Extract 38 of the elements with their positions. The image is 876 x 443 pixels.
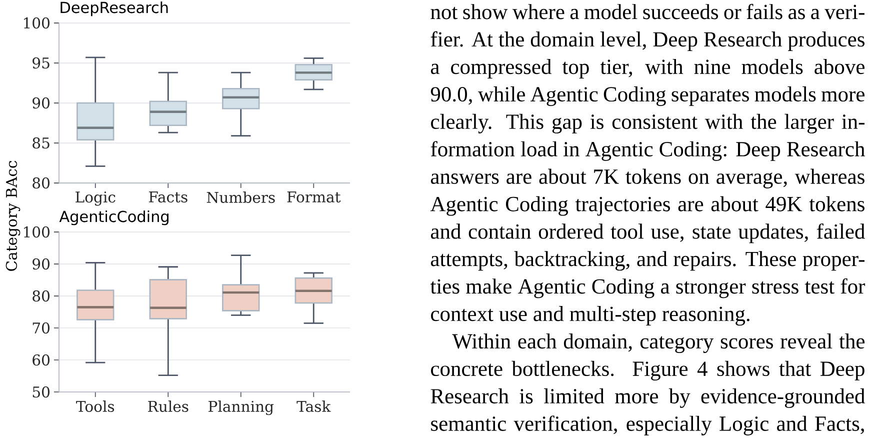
y-tick-label: 100	[24, 17, 50, 29]
text: a compressed top tier, with nine models above	[430, 58, 864, 78]
x-tick-label: Logic	[76, 192, 116, 206]
text: 90.0, while Agentic Coding separates models more	[430, 86, 864, 106]
text: context use and multi-step reasoning.	[431, 306, 750, 326]
chart-title: DeepResearch	[60, 1, 168, 16]
text: formation load in Agentic Coding: Deep Research	[430, 141, 865, 161]
y-tick-label: 60	[32, 354, 50, 366]
y-axis-title: Category BAcc	[6, 160, 20, 271]
y-tick-label: 50	[32, 386, 50, 398]
text: Agentic Coding trajectories are about 49K tokens	[430, 196, 864, 216]
text: attempts, backtracking, and repairs. These proper-	[430, 251, 864, 271]
text: clearly. This gap is consistent with the larger in-	[431, 114, 864, 134]
y-tick-label: 90	[32, 258, 50, 270]
y-tick-label: 80	[32, 290, 50, 302]
x-tick-label: Tools	[76, 400, 114, 412]
text: fier. At the domain level, Deep Research produces	[430, 31, 864, 52]
x-tick-label: Rules	[148, 400, 188, 412]
x-tick-label: Format	[287, 192, 341, 203]
x-tick-label: Facts	[148, 192, 188, 203]
text: Research is limited more by evidence-grounded	[430, 388, 865, 408]
text: concrete bottlenecks. Figure 4 shows that Deep	[431, 360, 864, 380]
chart-title: AgenticCoding	[59, 210, 168, 226]
text: semantic verification, especially Logic and Facts,	[431, 416, 864, 436]
y-tick-label: 100	[24, 226, 50, 238]
y-tick-label: 85	[32, 137, 50, 149]
text: ties make Agentic Coding a stronger stress test for	[430, 278, 866, 298]
y-tick-label: 70	[32, 322, 50, 334]
y-tick-label: 90	[32, 97, 50, 109]
y-tick-label: 80	[32, 177, 50, 189]
x-tick-label: Numbers	[206, 192, 275, 203]
y-tick-label: 95	[32, 57, 50, 69]
text: and contain ordered tool use, state updates, failed	[430, 223, 865, 244]
x-tick-label: Task	[296, 400, 331, 412]
text: not show where a model succeeds or fails as a veri-	[430, 4, 864, 20]
x-tick-label: Planning	[208, 400, 274, 416]
text: Within each domain, category scores reveal the	[452, 333, 865, 354]
text: answers are about 7K tokens on average, whereas	[430, 168, 864, 188]
